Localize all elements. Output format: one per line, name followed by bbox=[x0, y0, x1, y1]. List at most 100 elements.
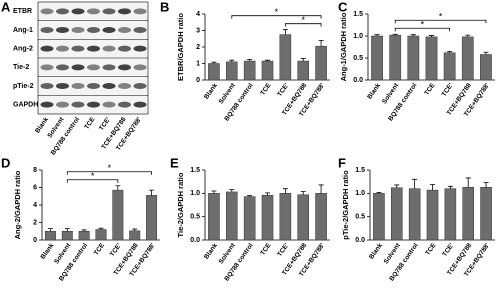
bar bbox=[426, 189, 439, 241]
y-tick-label: 4 bbox=[196, 11, 200, 18]
y-tick-label: 3 bbox=[196, 27, 200, 34]
bar bbox=[78, 231, 90, 241]
blot-band bbox=[40, 27, 54, 33]
y-tick-label: 1 bbox=[196, 60, 200, 67]
bar bbox=[315, 193, 327, 241]
y-tick-label: 0.0 bbox=[355, 237, 365, 244]
x-tick-label: Blank bbox=[203, 82, 219, 101]
error-bar bbox=[394, 184, 400, 188]
blot-band bbox=[87, 45, 100, 52]
blot-row-label: pTie-2 bbox=[13, 83, 34, 90]
blot-band bbox=[71, 83, 85, 89]
significance-bracket bbox=[284, 23, 322, 27]
error-bar bbox=[229, 59, 235, 62]
bar bbox=[279, 34, 292, 81]
error-bar bbox=[247, 58, 253, 62]
bar bbox=[95, 229, 107, 241]
bar bbox=[129, 230, 141, 241]
bar bbox=[226, 61, 238, 81]
x-tick-label: TCE bbox=[423, 82, 437, 97]
y-tick-label: 1.5 bbox=[353, 11, 363, 18]
bar bbox=[208, 63, 220, 81]
significance-bracket bbox=[66, 179, 119, 183]
error-bar bbox=[483, 182, 489, 188]
blot-band bbox=[133, 8, 147, 15]
blot-band bbox=[87, 83, 100, 89]
blot-row-label: Ang-2 bbox=[13, 46, 33, 53]
blot-band bbox=[87, 8, 100, 15]
x-tick-label: TCE bbox=[424, 242, 438, 257]
bar bbox=[443, 52, 456, 81]
blot-band bbox=[87, 64, 100, 71]
error-bar bbox=[81, 229, 87, 232]
y-tick-label: 1.0 bbox=[355, 190, 365, 197]
y-tick-label: 8 bbox=[33, 167, 37, 174]
error-bar bbox=[300, 191, 306, 195]
y-tick-label: 1.0 bbox=[190, 190, 200, 197]
significance-label: * bbox=[439, 12, 443, 22]
x-tick-label: TCE bbox=[259, 242, 273, 257]
blot-band bbox=[40, 83, 54, 89]
bar bbox=[261, 60, 274, 81]
y-tick-label: 0.5 bbox=[355, 214, 365, 221]
bar bbox=[243, 196, 256, 241]
y-axis-label: ETBR/GAPDH ratio bbox=[176, 13, 185, 81]
error-bar bbox=[410, 34, 416, 36]
blot-band bbox=[118, 45, 131, 52]
error-bar bbox=[211, 61, 217, 64]
error-bar bbox=[447, 185, 453, 189]
bar bbox=[373, 193, 385, 241]
error-bar bbox=[465, 177, 471, 188]
significance-bracket bbox=[66, 171, 152, 175]
blot-band bbox=[40, 8, 54, 15]
blot-band bbox=[71, 64, 85, 71]
blot-band bbox=[102, 101, 116, 108]
blot-band bbox=[56, 101, 69, 108]
significance-bracket bbox=[394, 27, 451, 32]
blot-band bbox=[133, 101, 147, 108]
significance-bracket bbox=[231, 15, 322, 19]
blot-band bbox=[56, 27, 69, 33]
error-bar bbox=[412, 178, 418, 189]
blot-band bbox=[102, 27, 116, 33]
x-tick-label: Blank bbox=[368, 242, 384, 261]
bar bbox=[407, 35, 420, 81]
bar bbox=[297, 194, 309, 241]
bar bbox=[408, 188, 421, 241]
significance-bracket bbox=[394, 19, 487, 24]
blot-row-label: Ang-1 bbox=[13, 27, 33, 34]
blot-band bbox=[118, 101, 131, 108]
blot-band bbox=[40, 64, 54, 71]
blot-row-label: ETBR bbox=[13, 8, 32, 15]
y-axis-label: Tie-2/GAPDH ratio bbox=[176, 172, 185, 237]
blot-band bbox=[118, 83, 131, 89]
y-axis-label: Ang-2/GAPDH ratio bbox=[13, 170, 22, 239]
error-bar bbox=[483, 51, 489, 55]
panel-label: E bbox=[170, 155, 179, 170]
blot-lane-label: TCE' bbox=[98, 116, 112, 132]
significance-label: * bbox=[275, 7, 279, 17]
x-tick-label: TCE' bbox=[276, 82, 290, 98]
blot-band bbox=[102, 8, 116, 15]
bar bbox=[480, 54, 492, 81]
y-tick-label: 0.0 bbox=[353, 77, 363, 84]
y-tick-label: 1.5 bbox=[355, 167, 365, 174]
panel-label: F bbox=[338, 155, 346, 170]
y-tick-label: 0 bbox=[33, 237, 37, 244]
error-bar bbox=[376, 192, 382, 194]
error-bar bbox=[318, 40, 324, 47]
y-tick-label: 1.5 bbox=[190, 167, 200, 174]
error-bar bbox=[265, 192, 270, 196]
blot-band bbox=[118, 27, 131, 33]
y-axis-label: Ang-1/GAPDH ratio bbox=[339, 12, 348, 81]
x-tick-label: Blank bbox=[40, 242, 56, 261]
error-bar bbox=[447, 51, 453, 53]
bar bbox=[444, 188, 457, 241]
blot-band bbox=[133, 64, 147, 71]
blot-band bbox=[40, 45, 54, 52]
significance-label: * bbox=[421, 20, 425, 30]
blot-band bbox=[87, 27, 100, 33]
significance-label: * bbox=[108, 163, 112, 173]
blot-band bbox=[118, 64, 131, 71]
error-bar bbox=[282, 29, 288, 35]
